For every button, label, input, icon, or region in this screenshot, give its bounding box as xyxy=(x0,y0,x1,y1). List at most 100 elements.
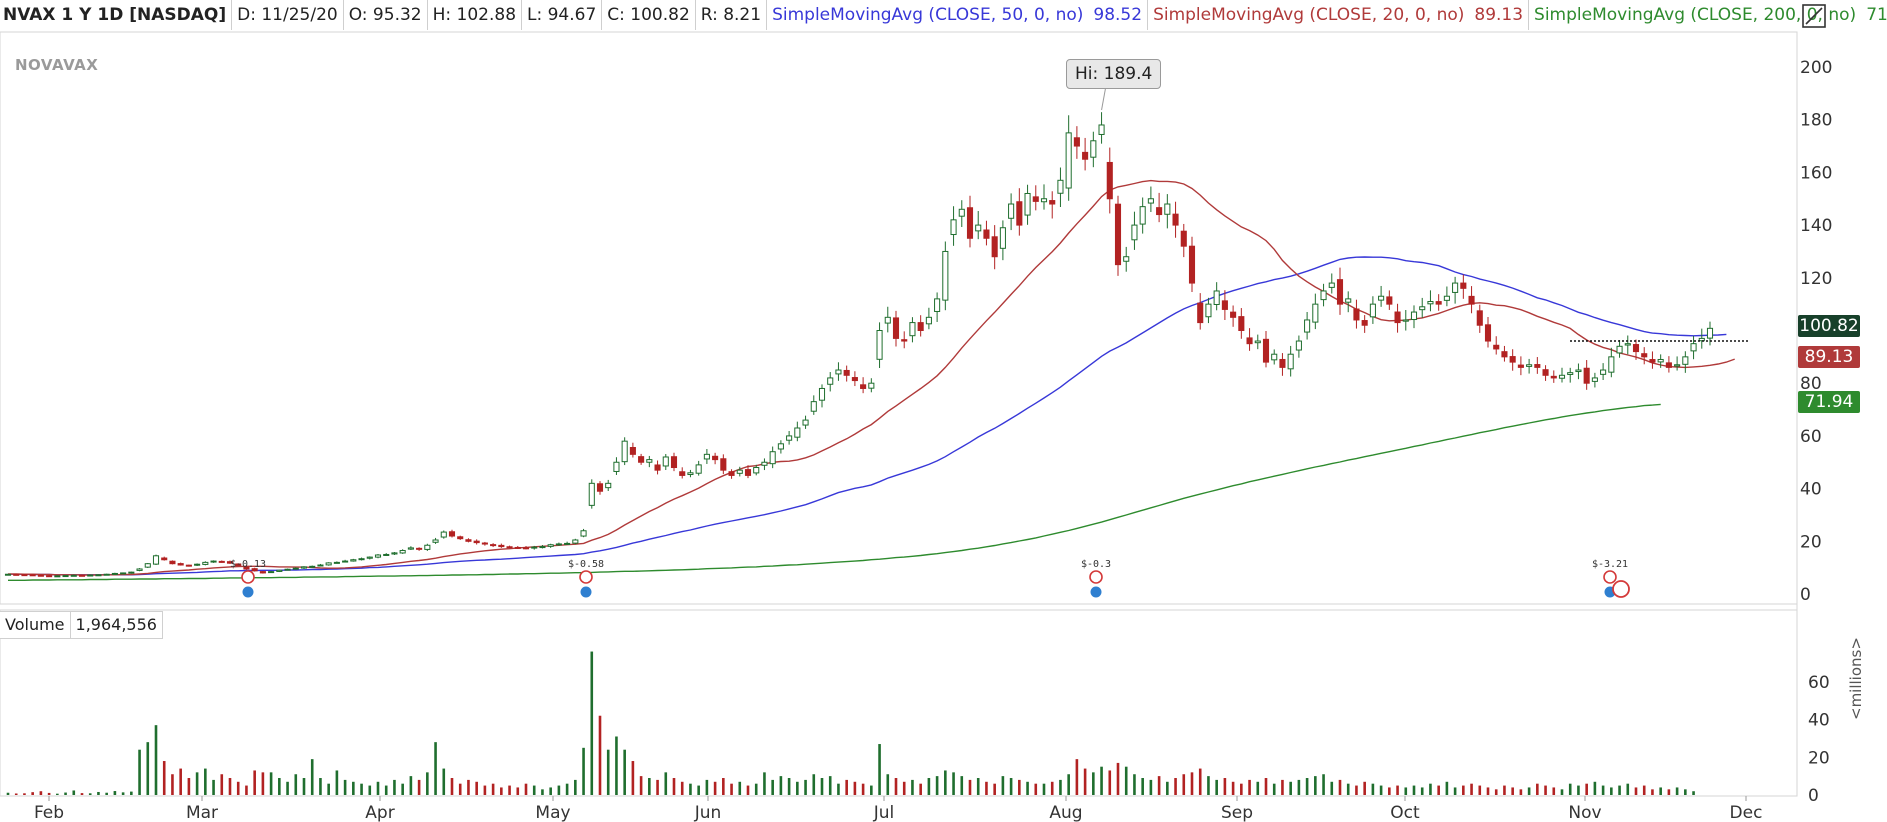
candle xyxy=(514,546,521,549)
volume-bar xyxy=(1626,783,1630,795)
dividend-icon xyxy=(241,585,255,599)
sma20-value: 89.13 xyxy=(1469,0,1530,30)
candle xyxy=(383,553,390,556)
volume-bar xyxy=(14,793,18,795)
volume-bar xyxy=(796,781,799,795)
volume-bar xyxy=(352,781,355,795)
candle xyxy=(1493,336,1500,355)
earnings-event[interactable]: $-0.58 xyxy=(568,559,604,599)
volume-bar xyxy=(1042,783,1046,795)
volume-bar xyxy=(88,793,92,795)
volume-bar xyxy=(574,779,577,795)
candle xyxy=(934,292,941,322)
candle xyxy=(1402,309,1409,331)
volume-bar xyxy=(615,736,618,795)
sma200-label[interactable]: SimpleMovingAvg (CLOSE, 200, 0, no) xyxy=(1534,5,1857,25)
candle xyxy=(1016,188,1023,236)
volume-bar xyxy=(360,783,363,795)
volume-header: Volume 1,964,556 xyxy=(0,611,163,639)
candle xyxy=(259,571,266,574)
earnings-event[interactable]: $-0.13 xyxy=(230,559,266,599)
volume-bar xyxy=(623,749,626,795)
volume-bar xyxy=(886,774,890,795)
candle xyxy=(1139,197,1146,234)
volume-bar xyxy=(80,793,84,795)
candle xyxy=(1156,192,1163,223)
volume-bar xyxy=(894,778,898,795)
volume-bar xyxy=(1059,779,1062,795)
volume-bar xyxy=(1420,787,1424,795)
volume-bar xyxy=(582,747,585,795)
candle xyxy=(588,479,595,509)
date-value: D: 11/25/20 xyxy=(232,0,344,30)
price-tick-label: 0 xyxy=(1800,585,1811,605)
sma50-label[interactable]: SimpleMovingAvg (CLOSE, 50, 0, no) xyxy=(772,5,1084,25)
earnings-label: $-3.21 xyxy=(1592,559,1628,570)
volume-bar xyxy=(1396,785,1399,795)
volume-bar xyxy=(113,791,117,795)
candle xyxy=(358,557,365,561)
volume-bar xyxy=(467,779,470,795)
candle xyxy=(950,206,957,246)
sma50-line xyxy=(8,256,1727,576)
candle xyxy=(54,575,61,578)
earnings-event[interactable]: $-0.3 xyxy=(1081,559,1111,599)
candle xyxy=(498,543,505,548)
candle xyxy=(654,460,661,475)
candle xyxy=(744,465,752,479)
candle xyxy=(1114,195,1122,276)
volume-bar xyxy=(771,779,774,795)
volume-bar xyxy=(1100,766,1103,795)
price-tick-label: 180 xyxy=(1800,111,1832,131)
candle xyxy=(1106,147,1113,214)
month-tick-label: Dec xyxy=(1730,803,1763,822)
open-value: O: 95.32 xyxy=(344,0,428,30)
sma20-label[interactable]: SimpleMovingAvg (CLOSE, 20, 0, no) xyxy=(1153,5,1465,25)
candle xyxy=(1682,351,1689,373)
candle xyxy=(1246,328,1253,351)
volume-bar xyxy=(162,761,166,795)
candle xyxy=(802,415,809,429)
volume-label[interactable]: Volume xyxy=(0,612,71,638)
range-value: R: 8.21 xyxy=(696,0,768,30)
volume-bar xyxy=(1075,759,1079,795)
price-tick-label: 60 xyxy=(1800,427,1822,447)
candle xyxy=(1090,131,1097,168)
candle xyxy=(194,563,201,567)
candle xyxy=(1147,186,1154,213)
candle xyxy=(769,446,776,469)
candle xyxy=(1624,335,1631,355)
volume-bar xyxy=(245,785,248,795)
candle xyxy=(555,542,562,546)
volume-bar xyxy=(393,779,396,795)
volume-bar xyxy=(639,776,643,795)
volume-bar xyxy=(1355,785,1358,795)
candle xyxy=(1542,365,1549,381)
volume-bar xyxy=(935,776,939,795)
candle xyxy=(843,365,850,382)
candle xyxy=(1443,286,1450,307)
sma200-value: 71.94 xyxy=(1861,0,1887,30)
volume-bar xyxy=(738,781,742,795)
volume-bar xyxy=(878,744,881,795)
candle xyxy=(13,573,20,576)
volume-bar xyxy=(434,742,437,795)
candle xyxy=(1665,356,1672,373)
candle xyxy=(999,220,1006,261)
candle xyxy=(177,562,184,566)
sma20-price-tag: 89.13 xyxy=(1798,346,1860,368)
volume-bar xyxy=(656,779,659,795)
price-tick-label: 140 xyxy=(1800,216,1832,236)
candle xyxy=(1468,286,1475,314)
drawing-tool-icon[interactable] xyxy=(1800,2,1828,30)
volume-bar xyxy=(1240,783,1243,795)
candle xyxy=(991,225,998,270)
volume-bar xyxy=(705,779,709,795)
symbol-label[interactable]: NVAX 1 Y 1D [NASDAQ] xyxy=(0,0,233,30)
volume-bar xyxy=(1363,781,1366,795)
volume-bar xyxy=(1166,781,1169,795)
candle xyxy=(457,535,464,540)
volume-bar xyxy=(343,779,347,795)
volume-bar xyxy=(1133,774,1136,795)
